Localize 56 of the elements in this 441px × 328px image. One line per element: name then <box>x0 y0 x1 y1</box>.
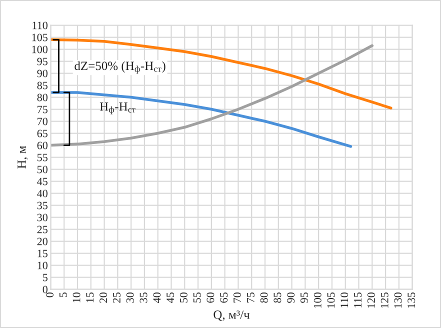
x-tick-label: 5 <box>60 292 67 297</box>
x-tick-label: 35 <box>140 292 148 303</box>
y-tick-label: 100 <box>32 46 48 54</box>
y-tick-label: 45 <box>37 178 48 186</box>
y-tick-label: 110 <box>32 22 48 30</box>
x-tick-label: 40 <box>153 292 161 303</box>
x-tick-label: 125 <box>380 292 388 308</box>
y-tick-label: 65 <box>37 130 48 138</box>
x-tick-label: 70 <box>234 292 242 302</box>
x-tick-label: 105 <box>327 292 335 308</box>
y-tick-label: 40 <box>37 190 48 198</box>
y-tick-label: 105 <box>32 34 48 42</box>
y-tick-label: 25 <box>37 226 48 234</box>
y-tick-label: 30 <box>37 214 48 222</box>
x-tick-label: 55 <box>193 292 201 303</box>
x-tick-label: 80 <box>260 292 268 303</box>
y-tick-label: 50 <box>37 166 48 174</box>
x-tick-label: 20 <box>100 292 108 303</box>
x-tick-label: 85 <box>274 292 282 303</box>
x-tick-label: 130 <box>394 292 402 308</box>
y-tick-label: 90 <box>37 70 48 78</box>
y-tick-label: 85 <box>37 82 48 90</box>
y-tick-label: 70 <box>38 118 48 126</box>
x-tick-label: 100 <box>314 292 322 308</box>
x-tick-label: 65 <box>220 292 228 303</box>
x-tick-label: 15 <box>86 292 94 302</box>
y-tick-label: 80 <box>37 94 48 102</box>
line-series <box>50 91 352 148</box>
annotation: dZ=50% (H$_{ф}$-H$_{ст}$) <box>74 61 166 74</box>
y-tick-label: 95 <box>37 58 48 66</box>
x-tick-label: 0 <box>46 292 54 298</box>
x-tick-label: 95 <box>300 292 308 303</box>
x-tick-label: 45 <box>166 292 174 303</box>
y-tick-label: 75 <box>38 106 48 114</box>
annotation: H$_{ф}$-H$_{ст}$ <box>100 102 136 114</box>
y-tick-label: 15 <box>38 250 48 258</box>
y-axis-title: H, м <box>18 146 28 169</box>
x-tick-label: 25 <box>112 292 120 303</box>
x-tick-label: 120 <box>367 292 375 308</box>
x-tick-label: 50 <box>180 292 188 303</box>
x-tick-label: 75 <box>247 292 254 302</box>
x-tick-label: 90 <box>287 292 295 303</box>
y-tick-label: 35 <box>37 202 48 210</box>
x-tick-label: 110 <box>340 292 348 308</box>
y-tick-label: 20 <box>37 238 48 246</box>
y-tick-label: 60 <box>37 142 48 150</box>
x-tick-label: 30 <box>126 292 134 303</box>
y-tick-label: 10 <box>38 262 48 270</box>
x-tick-label: 135 <box>408 292 416 308</box>
x-tick-label: 115 <box>354 292 362 308</box>
y-tick-label: 5 <box>43 274 48 282</box>
x-tick-label: 10 <box>72 292 80 302</box>
y-tick-label: 55 <box>37 154 48 162</box>
x-axis-title: Q, м³/ч <box>214 310 250 321</box>
x-tick-label: 60 <box>206 292 214 303</box>
line-series <box>50 44 374 147</box>
